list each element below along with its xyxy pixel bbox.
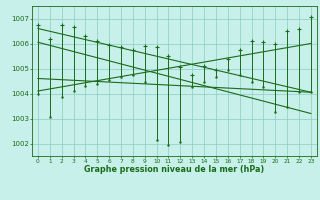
X-axis label: Graphe pression niveau de la mer (hPa): Graphe pression niveau de la mer (hPa) bbox=[84, 165, 265, 174]
